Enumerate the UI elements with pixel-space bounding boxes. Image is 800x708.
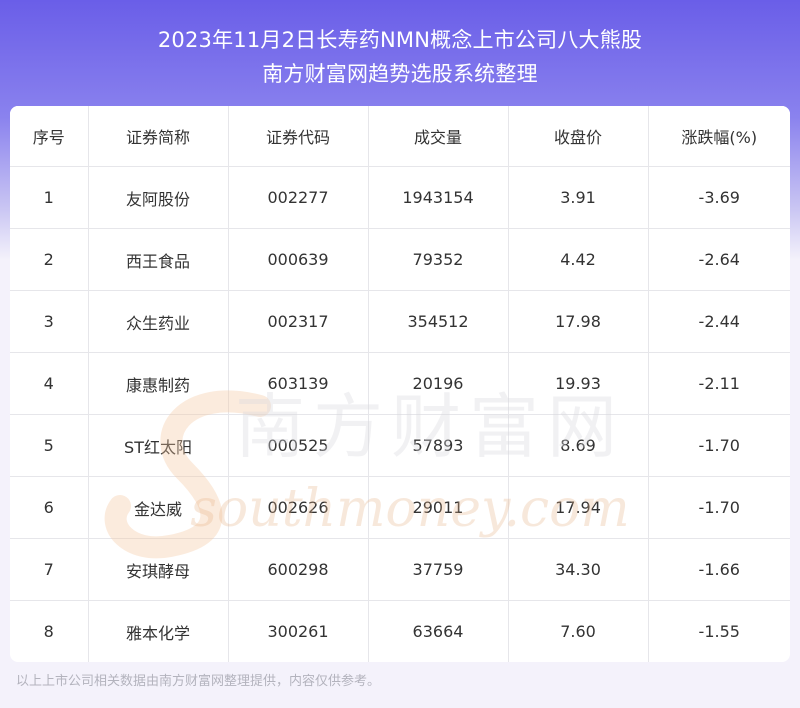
cell-close: 3.91 <box>508 166 649 229</box>
table-row: 4 康惠制药 603139 20196 19.93 -2.11 <box>10 352 790 415</box>
cell-code: 002317 <box>228 290 369 353</box>
cell-code: 002277 <box>228 166 369 229</box>
cell-change: -1.70 <box>648 476 790 539</box>
cell-name: 金达威 <box>88 476 229 539</box>
cell-code: 603139 <box>228 352 369 415</box>
table-row: 7 安琪酵母 600298 37759 34.30 -1.66 <box>10 538 790 601</box>
page-subtitle: 南方财富网趋势选股系统整理 <box>262 62 538 86</box>
header-name: 证券简称 <box>88 106 229 167</box>
cell-close: 17.98 <box>508 290 649 353</box>
cell-volume: 354512 <box>368 290 509 353</box>
header-index: 序号 <box>10 106 89 167</box>
cell-index: 1 <box>10 166 89 229</box>
cell-volume: 79352 <box>368 228 509 291</box>
cell-index: 6 <box>10 476 89 539</box>
header-volume: 成交量 <box>368 106 509 167</box>
cell-change: -1.66 <box>648 538 790 601</box>
cell-index: 8 <box>10 600 89 662</box>
cell-code: 000525 <box>228 414 369 477</box>
cell-change: -2.64 <box>648 228 790 291</box>
cell-name: ST红太阳 <box>88 414 229 477</box>
cell-close: 34.30 <box>508 538 649 601</box>
table-card: 序号 证券简称 证券代码 成交量 收盘价 涨跌幅(%) 1 友阿股份 00227… <box>10 106 790 662</box>
cell-change: -3.69 <box>648 166 790 229</box>
cell-index: 2 <box>10 228 89 291</box>
table-row: 3 众生药业 002317 354512 17.98 -2.44 <box>10 290 790 353</box>
table-row: 2 西王食品 000639 79352 4.42 -2.64 <box>10 228 790 291</box>
cell-index: 4 <box>10 352 89 415</box>
header-change: 涨跌幅(%) <box>648 106 790 167</box>
cell-close: 8.69 <box>508 414 649 477</box>
cell-change: -2.11 <box>648 352 790 415</box>
cell-code: 600298 <box>228 538 369 601</box>
cell-index: 3 <box>10 290 89 353</box>
cell-change: -2.44 <box>648 290 790 353</box>
cell-code: 000639 <box>228 228 369 291</box>
header-close: 收盘价 <box>508 106 649 167</box>
cell-change: -1.70 <box>648 414 790 477</box>
cell-close: 17.94 <box>508 476 649 539</box>
cell-name: 友阿股份 <box>88 166 229 229</box>
cell-name: 康惠制药 <box>88 352 229 415</box>
stock-table: 序号 证券简称 证券代码 成交量 收盘价 涨跌幅(%) 1 友阿股份 00227… <box>10 106 790 662</box>
cell-name: 雅本化学 <box>88 600 229 662</box>
cell-close: 4.42 <box>508 228 649 291</box>
cell-name: 西王食品 <box>88 228 229 291</box>
cell-name: 众生药业 <box>88 290 229 353</box>
cell-index: 5 <box>10 414 89 477</box>
table-header-row: 序号 证券简称 证券代码 成交量 收盘价 涨跌幅(%) <box>10 106 790 167</box>
table-row: 5 ST红太阳 000525 57893 8.69 -1.70 <box>10 414 790 477</box>
table-row: 1 友阿股份 002277 1943154 3.91 -3.69 <box>10 166 790 229</box>
cell-code: 002626 <box>228 476 369 539</box>
cell-close: 7.60 <box>508 600 649 662</box>
header-code: 证券代码 <box>228 106 369 167</box>
cell-volume: 20196 <box>368 352 509 415</box>
cell-change: -1.55 <box>698 622 740 641</box>
cell-volume: 37759 <box>368 538 509 601</box>
table-row: 6 金达威 002626 29011 17.94 -1.70 <box>10 476 790 539</box>
page-title: 2023年11月2日长寿药NMN概念上市公司八大熊股 <box>157 28 643 52</box>
cell-close: 19.93 <box>508 352 649 415</box>
cell-volume: 63664 <box>368 600 509 662</box>
cell-volume: 57893 <box>368 414 509 477</box>
cell-code: 300261 <box>228 600 369 662</box>
cell-volume: 29011 <box>368 476 509 539</box>
cell-name: 安琪酵母 <box>88 538 229 601</box>
cell-index: 7 <box>10 538 89 601</box>
table-row: 8 雅本化学 300261 63664 7.60 -1.55 <box>10 600 790 662</box>
cell-volume: 1943154 <box>368 166 509 229</box>
footer-note: 以上上市公司相关数据由南方财富网整理提供，内容仅供参考。 <box>16 674 381 689</box>
